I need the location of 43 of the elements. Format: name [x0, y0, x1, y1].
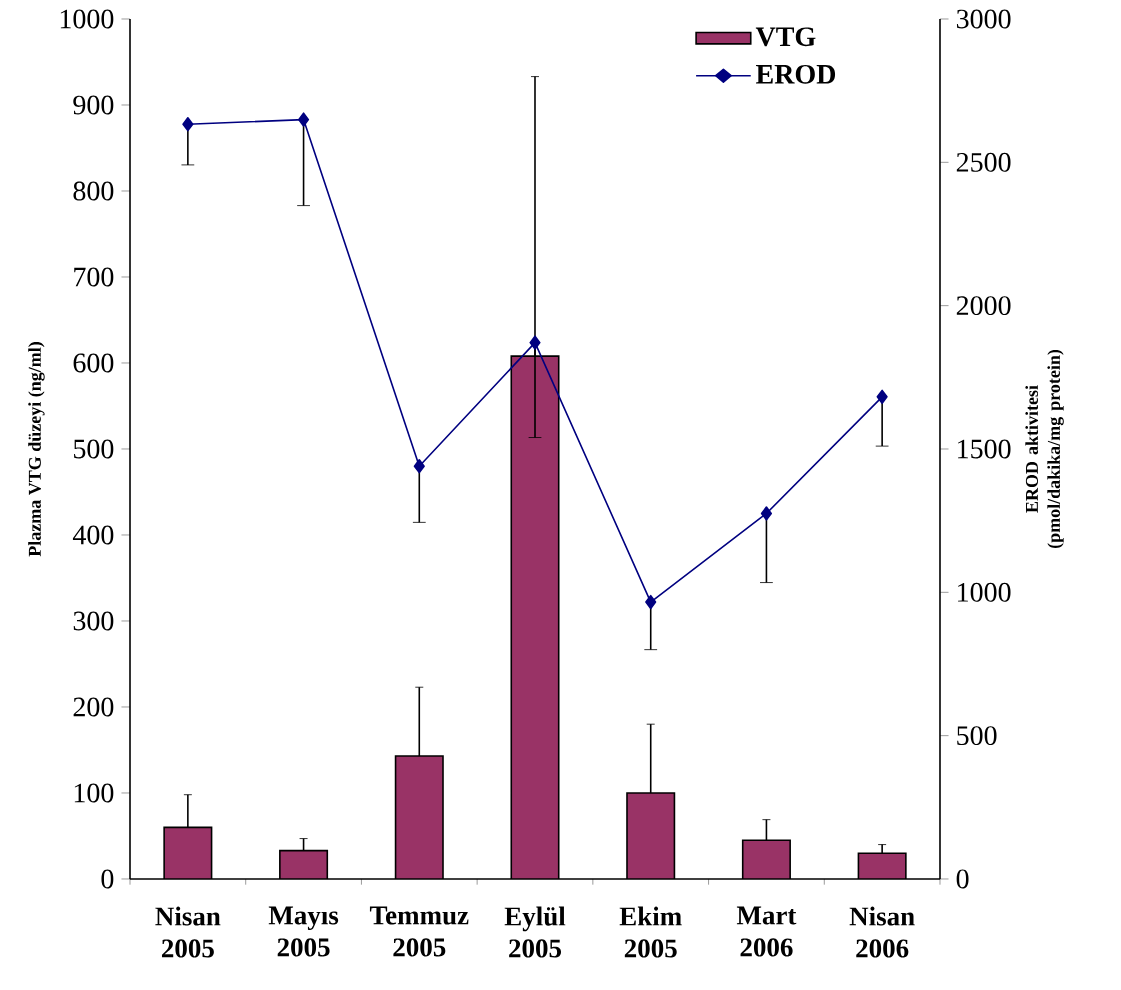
x-tick-label: Mart 2006 [736, 906, 797, 957]
bar [626, 792, 675, 879]
y-tick-label: 900 [73, 95, 114, 115]
y2-tick-label: 1500 [958, 439, 1011, 459]
y2-axis-title: EROD aktivitesi (pmol/dakika/mg protein) [1025, 349, 1064, 549]
bar [857, 852, 907, 879]
y-tick-label: 300 [73, 611, 114, 631]
legend-label: EROD [756, 64, 836, 84]
legend-label: VTG [755, 27, 816, 47]
y-tick-label: 700 [74, 267, 114, 287]
x-tick-label: Eylül 2005 [504, 906, 566, 958]
point [413, 458, 425, 474]
y2-tick-label: 500 [957, 726, 997, 746]
y-tick-label: 200 [73, 697, 114, 717]
point [645, 594, 657, 610]
y2-tick-label: 3000 [956, 9, 1011, 29]
y-tick-label: 800 [73, 181, 114, 201]
x-tick-label: Mayıs 2005 [268, 906, 339, 957]
y-tick-label: 500 [74, 439, 114, 459]
y2-tick-label: 0 [956, 869, 969, 889]
y-tick-label: 600 [73, 353, 114, 373]
bar [742, 840, 791, 879]
point [182, 117, 194, 132]
x-tick-label: Nisan 2006 [849, 906, 915, 958]
bar [511, 356, 559, 879]
bar [164, 827, 212, 879]
y-tick-label: 1000 [60, 9, 114, 29]
y2-tick-label: 1000 [958, 582, 1011, 602]
point [529, 335, 541, 350]
y-axis-title: Plazma VTG düzeyi (ng/ml) [28, 342, 45, 557]
x-tick-label: Temmuz 2005 [369, 906, 469, 957]
bar [395, 756, 443, 879]
y2-tick-label: 2500 [956, 152, 1011, 172]
y-tick-label: 0 [101, 869, 114, 889]
y2-tick-label: 2000 [956, 296, 1011, 316]
point [876, 389, 888, 405]
point [297, 112, 310, 127]
y-tick-label: 400 [72, 525, 114, 545]
y-tick-label: 100 [74, 783, 114, 803]
x-tick-label: Nisan 2005 [155, 906, 221, 958]
point [760, 506, 773, 521]
bar [279, 850, 328, 879]
x-tick-label: Ekim 2005 [619, 906, 682, 958]
